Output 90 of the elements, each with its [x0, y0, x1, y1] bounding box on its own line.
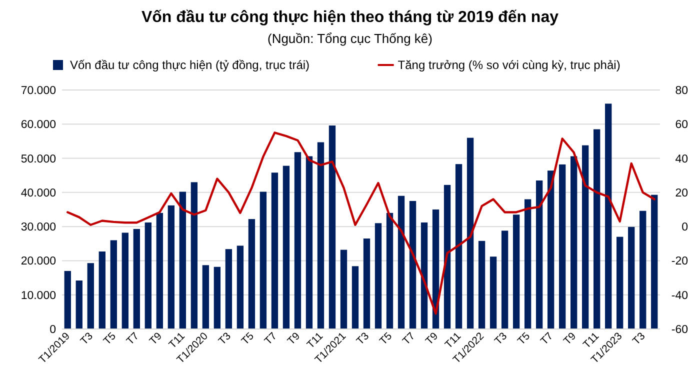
bar	[328, 126, 336, 329]
bar	[398, 196, 405, 329]
bar	[64, 270, 71, 329]
bar	[455, 164, 462, 329]
chart-title: Vốn đầu tư công thực hiện theo tháng từ 2019 đến nay	[141, 9, 559, 26]
bar	[340, 250, 348, 329]
x-tick-label: T5	[377, 330, 395, 348]
bar	[202, 265, 210, 329]
x-tick-label: T7	[400, 330, 418, 348]
y-tick-label: 60.000	[20, 119, 56, 132]
y2-tick-label: 60	[675, 119, 688, 132]
y2-tick-label: -20	[671, 256, 688, 268]
bar	[363, 238, 370, 329]
bar	[317, 142, 324, 329]
y2-tick-label: 80	[675, 85, 688, 97]
bar	[478, 240, 486, 329]
x-tick-label: T3	[630, 330, 648, 348]
x-tick-label: T3	[354, 330, 372, 348]
bar	[640, 210, 646, 329]
bar	[168, 205, 175, 329]
bar	[444, 184, 451, 329]
bar	[605, 104, 612, 329]
y2-tick-label: 40	[675, 153, 688, 166]
bar	[236, 246, 244, 329]
bar	[374, 223, 382, 329]
y-tick-label: 70.000	[20, 85, 56, 97]
y2-tick-label: -40	[671, 290, 688, 302]
bar	[524, 199, 532, 329]
x-tick-label: T9	[561, 330, 579, 348]
bar	[190, 182, 198, 329]
x-tick-label: T9	[285, 330, 303, 348]
chart-subtitle: (Nguồn: Tổng cục Thống kê)	[267, 31, 433, 46]
y2-tick-label: 0	[682, 222, 688, 234]
y-tick-label: 30.000	[20, 222, 56, 234]
bar	[248, 219, 256, 329]
bar	[616, 236, 624, 329]
bar	[294, 152, 302, 329]
x-tick-label: T7	[124, 330, 142, 348]
bar	[144, 222, 152, 329]
bar	[98, 251, 106, 329]
y-tick-label: 10.000	[20, 290, 56, 302]
y2-tick-label: 20	[675, 187, 688, 200]
bar	[536, 180, 543, 329]
line-series	[66, 132, 656, 315]
bar	[214, 266, 221, 329]
bar	[260, 192, 267, 329]
y-tick-label: 40.000	[20, 187, 56, 200]
x-tick-label: T5	[239, 330, 257, 348]
bar	[570, 156, 578, 329]
bar	[409, 200, 416, 329]
bar	[87, 263, 94, 329]
bar	[271, 172, 278, 329]
bar	[122, 232, 128, 329]
x-tick-label: T9	[423, 330, 441, 348]
bar	[156, 212, 164, 329]
legend-label: Tăng trưởng (% so với cùng kỳ, trục phải)	[398, 58, 620, 72]
bar	[466, 138, 474, 329]
x-tick-label: T3	[78, 330, 96, 348]
bar	[352, 266, 359, 329]
x-tick-label: T5	[515, 330, 533, 348]
bar	[76, 280, 82, 329]
y-tick-label: 50.000	[20, 153, 56, 166]
bar	[558, 164, 566, 329]
x-tick-label: T9	[147, 330, 164, 348]
bar	[386, 212, 394, 329]
bar	[282, 166, 290, 329]
bar	[651, 194, 658, 329]
x-tick-label: T7	[538, 330, 556, 348]
bar	[432, 210, 440, 329]
bar	[547, 170, 554, 329]
bar	[512, 214, 520, 329]
bar	[225, 249, 232, 329]
bar	[420, 222, 428, 329]
bar	[110, 240, 117, 329]
y-tick-label: 0	[50, 324, 56, 336]
x-tick-label: T3	[216, 330, 234, 348]
y2-tick-label: -60	[671, 324, 688, 336]
bar	[594, 129, 600, 329]
bar	[133, 228, 140, 329]
x-tick-label: T7	[262, 330, 280, 348]
legend-label: Vốn đầu tư công thực hiện (tỷ đồng, trục trái)	[70, 58, 310, 72]
bar	[490, 256, 497, 329]
bar	[179, 192, 186, 329]
bar	[582, 145, 589, 329]
x-tick-label: T5	[101, 330, 118, 348]
bar	[628, 226, 635, 329]
y-tick-label: 20.000	[20, 256, 56, 268]
bar	[306, 156, 313, 329]
x-tick-label: T3	[492, 330, 510, 348]
bar	[501, 230, 508, 329]
